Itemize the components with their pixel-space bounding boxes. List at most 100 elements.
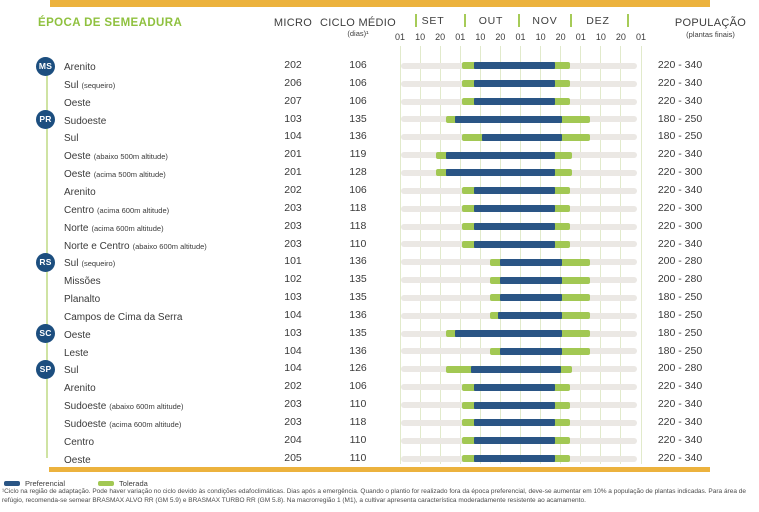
table-row: RS Sul (sequeiro) 101 136 200 - 280 — [0, 252, 759, 272]
column-header-micro: MICRO — [273, 17, 313, 29]
table-row: MS Arenito 202 106 220 - 340 — [0, 56, 759, 76]
population-value: 180 - 250 — [657, 326, 703, 339]
table-row: Oeste 207 106 220 - 340 — [0, 93, 759, 111]
tick-label: 10 — [475, 32, 486, 42]
table-row: Oeste (abaixo 500m altitude) 201 119 220 - 3… — [0, 146, 759, 164]
region-label: Oeste (acima 500m altitude) — [64, 164, 166, 182]
timeline-cell — [400, 146, 641, 164]
region-label: Sul (sequeiro) — [64, 75, 115, 93]
month-separator — [464, 13, 466, 27]
micro-value: 202 — [284, 183, 302, 196]
region-name: Sudoeste — [64, 419, 107, 430]
region-name: Oeste — [64, 151, 91, 163]
month-separator — [627, 13, 629, 27]
tick-label: 10 — [595, 32, 606, 42]
region-sublabel: (sequeiro) — [81, 259, 116, 269]
table-row: Arenito 202 106 220 - 340 — [0, 378, 759, 396]
ciclo-value: 135 — [349, 112, 367, 125]
timeline-cell — [400, 57, 641, 75]
table-row: Oeste (acima 500m altitude) 201 128 220 - 30… — [0, 164, 759, 182]
region-name: Campos de Cima da Serra — [64, 311, 183, 323]
ciclo-value: 106 — [349, 94, 367, 107]
table-row: Sul (sequeiro) 206 106 220 - 340 — [0, 75, 759, 93]
population-value: 180 - 250 — [657, 130, 703, 143]
preferencial-bar — [473, 401, 555, 409]
population-value: 180 - 250 — [657, 308, 703, 321]
table-row: Planalto 103 135 180 - 250 — [0, 289, 759, 307]
region-label: Leste — [64, 343, 88, 361]
region-name: Sul — [64, 258, 79, 270]
population-value: 220 - 340 — [657, 59, 703, 71]
preferencial-bar — [473, 205, 555, 213]
timeline-cell — [400, 325, 641, 343]
region-label: Sul — [64, 360, 78, 378]
column-header-ciclo-sub: (dias)¹ — [347, 28, 369, 38]
region-label: Norte (acima 600m altitude) — [64, 218, 164, 236]
table-row: SP Sul 104 126 200 - 280 — [0, 359, 759, 379]
preferencial-bar — [454, 115, 563, 123]
preferencial-bar — [473, 98, 555, 106]
region-label: Sudoeste — [64, 111, 106, 129]
population-value: 220 - 340 — [657, 416, 703, 428]
timeline-cell — [400, 343, 641, 361]
page-title: ÉPOCA DE SEMEADURA — [38, 17, 183, 29]
timeline-cell — [400, 111, 641, 129]
timeline-cell — [400, 360, 641, 378]
region-sublabel: (acima 600m altitude) — [97, 205, 170, 215]
region-name: Oeste — [64, 97, 91, 109]
preferencial-bar — [498, 312, 563, 320]
ciclo-value: 126 — [349, 362, 367, 375]
region-name: Norte e Centro — [64, 240, 130, 252]
month-label-dez: DEZ — [586, 15, 610, 27]
region-sublabel: (abaixo 500m altitude) — [93, 152, 168, 162]
micro-value: 104 — [284, 362, 302, 375]
preferencial-bar — [473, 419, 555, 427]
micro-value: 103 — [284, 291, 302, 304]
region-label: Planalto — [64, 289, 100, 307]
population-value: 220 - 340 — [657, 237, 703, 250]
tick-label: 01 — [575, 32, 586, 42]
region-name: Sudoeste — [64, 115, 107, 127]
population-value: 220 - 340 — [657, 76, 703, 89]
table-row: Centro 204 110 220 - 340 — [0, 432, 759, 450]
micro-value: 103 — [284, 326, 302, 339]
ciclo-value: 118 — [349, 219, 367, 232]
gridline — [540, 46, 542, 464]
table-row: PR Sudoeste 103 135 180 - 250 — [0, 110, 759, 130]
ciclo-value: 110 — [349, 237, 367, 250]
region-sublabel: (sequeiro) — [81, 80, 116, 90]
table-row: Sudoeste (acima 600m altitude) 203 118 220 -… — [0, 414, 759, 432]
table-row: Campos de Cima da Serra 104 136 180 - 250 — [0, 307, 759, 325]
month-label-out: OUT — [478, 15, 504, 27]
ciclo-value: 136 — [349, 255, 367, 268]
table-row: Sudoeste (abaixo 600m altitude) 203 110 220 … — [0, 396, 759, 414]
timeline-cell — [400, 218, 641, 236]
region-label: Oeste — [64, 93, 91, 111]
preferencial-bar — [473, 455, 555, 463]
region-label: Sudoeste (acima 600m altitude) — [64, 414, 181, 432]
micro-value: 104 — [284, 308, 302, 321]
population-value: 200 - 280 — [657, 273, 703, 286]
ciclo-value: 135 — [349, 291, 367, 304]
micro-value: 203 — [284, 398, 302, 411]
timeline-cell — [400, 182, 641, 200]
population-value: 180 - 250 — [657, 344, 703, 357]
preferencial-bar — [500, 276, 563, 284]
region-sublabel: (acima 500m altitude) — [93, 170, 166, 180]
gridline — [439, 46, 441, 464]
tick-label: 20 — [615, 32, 626, 42]
ciclo-value: 106 — [349, 76, 367, 89]
preferencial-bar — [473, 223, 555, 231]
micro-value: 201 — [284, 166, 302, 179]
gridline — [580, 46, 582, 464]
ciclo-value: 135 — [349, 326, 367, 339]
timeline-cell — [400, 253, 641, 271]
month-separator — [570, 13, 572, 27]
ciclo-value: 110 — [349, 451, 367, 464]
region-label: Missões — [64, 271, 101, 289]
tick-label: 01 — [515, 32, 526, 42]
month-separator — [415, 13, 417, 27]
tick-label: 20 — [495, 32, 506, 42]
region-name: Missões — [64, 276, 101, 288]
micro-value: 202 — [284, 380, 302, 393]
